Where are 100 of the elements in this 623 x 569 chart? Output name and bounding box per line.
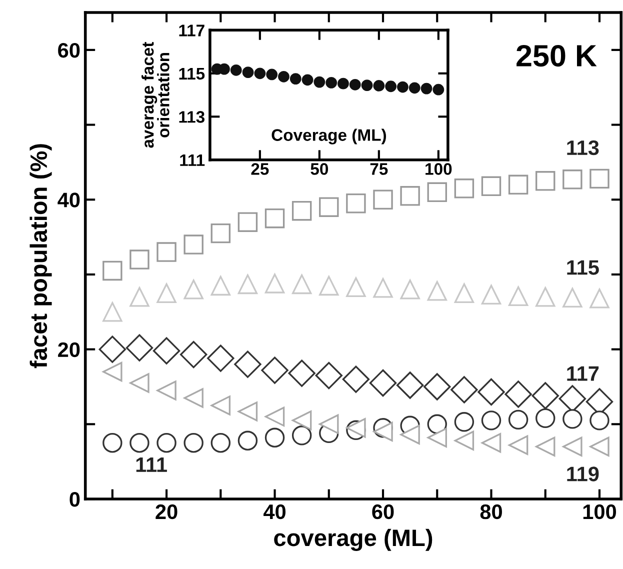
point	[427, 182, 447, 202]
y-axis-title: average facet orientation	[142, 42, 170, 148]
point	[184, 234, 204, 254]
point	[242, 66, 254, 78]
point	[292, 274, 312, 294]
point	[207, 344, 234, 372]
series-label: 117	[567, 366, 599, 381]
y-axis-title: facet population (%)	[30, 144, 52, 368]
point	[450, 376, 478, 404]
point	[481, 176, 502, 196]
point	[254, 68, 266, 80]
point	[319, 414, 339, 434]
point	[184, 433, 204, 453]
point	[508, 286, 528, 306]
point	[562, 288, 582, 308]
point	[230, 64, 242, 76]
point	[427, 281, 447, 301]
point	[238, 402, 258, 422]
x-tick-label: 80	[480, 504, 502, 520]
point	[385, 80, 397, 92]
x-tick-label: 50	[310, 163, 328, 175]
point	[288, 360, 316, 387]
series-label: 111	[136, 458, 167, 472]
x-axis-title: Coverage (ML)	[272, 128, 386, 144]
point	[264, 406, 285, 427]
point	[427, 414, 447, 434]
point	[454, 412, 474, 432]
point	[562, 409, 582, 429]
point	[130, 250, 150, 270]
point	[396, 372, 424, 399]
point	[184, 388, 204, 408]
point	[454, 430, 474, 450]
point	[264, 274, 285, 294]
point	[319, 197, 339, 217]
point	[319, 276, 339, 296]
x-axis-title: coverage (ML)	[274, 528, 432, 551]
point	[508, 174, 528, 195]
point	[536, 408, 556, 428]
point	[400, 186, 420, 206]
point	[156, 380, 176, 400]
point	[590, 410, 610, 430]
point	[302, 74, 314, 86]
point	[400, 280, 420, 300]
point	[373, 190, 393, 210]
point	[210, 433, 231, 453]
y-tick-label: 117	[179, 24, 204, 36]
point	[361, 80, 373, 91]
point	[536, 287, 556, 307]
point	[478, 378, 505, 406]
point	[536, 436, 556, 456]
point	[238, 274, 258, 294]
point	[338, 78, 349, 90]
point	[349, 78, 361, 90]
point	[102, 433, 122, 453]
point	[326, 77, 338, 88]
point	[156, 433, 176, 453]
point	[315, 362, 342, 390]
point	[481, 410, 502, 430]
point	[234, 350, 262, 378]
point	[373, 422, 393, 442]
point	[481, 284, 502, 305]
point	[156, 283, 176, 304]
point	[342, 366, 370, 393]
point	[532, 382, 559, 410]
y-tick-label: 60	[58, 42, 80, 58]
point	[102, 362, 122, 382]
x-tick-label: 75	[370, 163, 388, 175]
series-label: 119	[567, 466, 599, 482]
point	[130, 433, 150, 453]
point	[102, 260, 122, 281]
point	[400, 424, 420, 445]
point	[562, 170, 582, 190]
y-tick-label: 40	[58, 192, 80, 208]
point	[590, 168, 610, 189]
point	[373, 278, 393, 298]
point	[536, 171, 556, 191]
point	[98, 336, 126, 363]
y-tick-label: 113	[179, 111, 204, 123]
series-label: 115	[567, 260, 599, 275]
point	[590, 288, 610, 308]
point	[238, 430, 258, 450]
point	[562, 436, 582, 456]
point	[180, 340, 208, 368]
point	[504, 380, 532, 408]
point	[238, 212, 258, 232]
y-tick-label: 0	[70, 492, 80, 507]
point	[292, 200, 312, 221]
point	[454, 283, 474, 304]
point	[373, 80, 385, 92]
point	[346, 194, 366, 214]
point	[369, 369, 397, 397]
point	[184, 280, 204, 300]
point	[590, 436, 610, 456]
point	[278, 70, 290, 82]
point	[210, 223, 231, 244]
point	[126, 334, 154, 362]
point	[420, 82, 432, 94]
point	[508, 410, 528, 430]
point	[266, 68, 278, 80]
point	[432, 84, 444, 96]
